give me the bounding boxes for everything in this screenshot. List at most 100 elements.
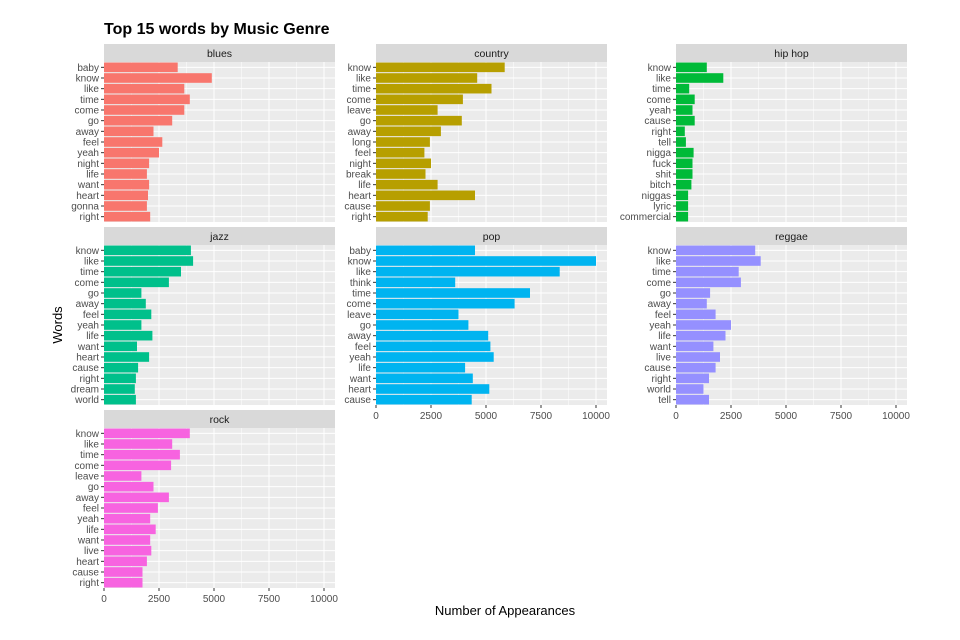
y-tick-label: niggas bbox=[642, 191, 671, 202]
bar-hip-hop-niggas bbox=[676, 190, 689, 201]
bar-jazz-cause bbox=[104, 362, 139, 373]
y-tick-label: leave bbox=[347, 310, 371, 321]
bar-rock-away bbox=[104, 492, 169, 503]
y-tick-label: break bbox=[346, 170, 372, 181]
x-tick-label: 0 bbox=[373, 411, 379, 422]
y-tick-label: life bbox=[658, 331, 671, 342]
bar-rock-yeah bbox=[104, 513, 151, 524]
y-tick-label: life bbox=[358, 180, 371, 191]
facet-strip bbox=[104, 44, 335, 62]
y-tick-label: want bbox=[77, 180, 99, 191]
bar-jazz-heart bbox=[104, 352, 150, 362]
y-tick-label: right bbox=[80, 374, 100, 385]
y-tick-label: cause bbox=[72, 568, 99, 579]
y-tick-label: like bbox=[356, 74, 371, 85]
y-tick-label: right bbox=[80, 578, 100, 589]
y-tick-label: time bbox=[80, 450, 99, 461]
y-tick-label: time bbox=[652, 267, 671, 278]
bar-blues-want bbox=[104, 179, 150, 190]
x-axis-title: Number of Appearances bbox=[435, 603, 576, 618]
facet-panel-blues: blues babyknowliketimecomegoawayfeelyeahn… bbox=[71, 44, 335, 223]
y-tick-label: come bbox=[647, 95, 672, 106]
facet-label: rock bbox=[210, 414, 231, 426]
bar-blues-yeah bbox=[104, 147, 159, 158]
facet-strip bbox=[676, 44, 907, 62]
bar-pop-yeah bbox=[376, 352, 494, 362]
bar-rock-come bbox=[104, 460, 172, 471]
bar-pop-like bbox=[376, 266, 560, 277]
bar-reggae-feel bbox=[676, 309, 716, 320]
y-tick-label: go bbox=[660, 289, 672, 300]
chart-title: Top 15 words by Music Genre bbox=[104, 21, 330, 38]
y-tick-label: go bbox=[88, 289, 100, 300]
facet-panel-country: country knowliketimecomeleavegoawaylongfe… bbox=[344, 44, 607, 223]
bar-jazz-world bbox=[104, 394, 136, 405]
y-tick-label: away bbox=[348, 331, 371, 342]
x-tick-label: 10000 bbox=[882, 411, 910, 422]
bar-jazz-come bbox=[104, 277, 169, 288]
y-tick-label: know bbox=[76, 429, 100, 440]
facet-strip bbox=[376, 44, 607, 62]
bar-country-time bbox=[376, 83, 492, 94]
y-tick-label: want bbox=[349, 374, 371, 385]
bar-blues-time bbox=[104, 94, 190, 105]
y-tick-label: life bbox=[86, 170, 99, 181]
bar-country-feel bbox=[376, 147, 425, 158]
y-tick-label: feel bbox=[83, 504, 99, 515]
bar-rock-go bbox=[104, 481, 154, 492]
bar-reggae-want bbox=[676, 341, 714, 352]
bar-jazz-know bbox=[104, 245, 191, 256]
y-tick-label: heart bbox=[76, 191, 99, 202]
bar-blues-life bbox=[104, 169, 147, 179]
y-tick-label: away bbox=[648, 299, 671, 310]
facet-strip bbox=[104, 227, 335, 245]
bar-hip-hop-come bbox=[676, 94, 695, 105]
bar-reggae-like bbox=[676, 256, 761, 266]
bar-country-away bbox=[376, 126, 441, 137]
y-tick-label: go bbox=[88, 482, 100, 493]
bar-hip-hop-cause bbox=[676, 115, 695, 126]
bar-reggae-away bbox=[676, 298, 707, 309]
y-tick-label: night bbox=[77, 159, 99, 170]
x-tick-label: 2500 bbox=[720, 411, 743, 422]
y-tick-label: time bbox=[80, 95, 99, 106]
y-tick-label: come bbox=[647, 278, 672, 289]
y-tick-label: live bbox=[84, 546, 99, 557]
bar-hip-hop-nigga bbox=[676, 147, 694, 158]
bar-blues-away bbox=[104, 126, 154, 137]
y-tick-label: yeah bbox=[77, 321, 99, 332]
y-tick-label: heart bbox=[348, 191, 371, 202]
bar-hip-hop-time bbox=[676, 83, 690, 94]
y-tick-label: yeah bbox=[77, 148, 99, 159]
bar-reggae-go bbox=[676, 288, 711, 298]
y-tick-label: come bbox=[347, 299, 372, 310]
y-tick-label: feel bbox=[355, 148, 371, 159]
bar-jazz-away bbox=[104, 298, 146, 309]
y-tick-label: cause bbox=[344, 395, 371, 406]
bar-country-break bbox=[376, 169, 426, 179]
facet-panel-hip-hop: hip hop knowliketimecomeyeahcauserighttel… bbox=[620, 44, 907, 223]
y-tick-label: gonna bbox=[71, 202, 99, 213]
bar-pop-time bbox=[376, 288, 530, 298]
y-tick-label: want bbox=[77, 536, 99, 547]
facet-strip bbox=[104, 410, 335, 428]
x-tick-label: 2500 bbox=[148, 594, 171, 605]
bar-blues-right bbox=[104, 211, 151, 222]
x-tick-label: 5000 bbox=[475, 411, 498, 422]
bar-country-leave bbox=[376, 105, 438, 115]
y-tick-label: world bbox=[646, 385, 671, 396]
y-tick-label: come bbox=[75, 278, 100, 289]
bar-jazz-like bbox=[104, 256, 194, 266]
y-tick-label: go bbox=[360, 321, 372, 332]
bar-blues-night bbox=[104, 158, 150, 169]
y-tick-label: life bbox=[86, 331, 99, 342]
bar-blues-heart bbox=[104, 190, 148, 201]
bar-reggae-yeah bbox=[676, 320, 731, 330]
y-tick-label: like bbox=[84, 257, 99, 268]
bar-jazz-feel bbox=[104, 309, 152, 320]
bar-pop-come bbox=[376, 298, 515, 309]
bar-rock-time bbox=[104, 449, 180, 460]
y-tick-label: right bbox=[80, 212, 100, 223]
bar-rock-heart bbox=[104, 556, 147, 567]
